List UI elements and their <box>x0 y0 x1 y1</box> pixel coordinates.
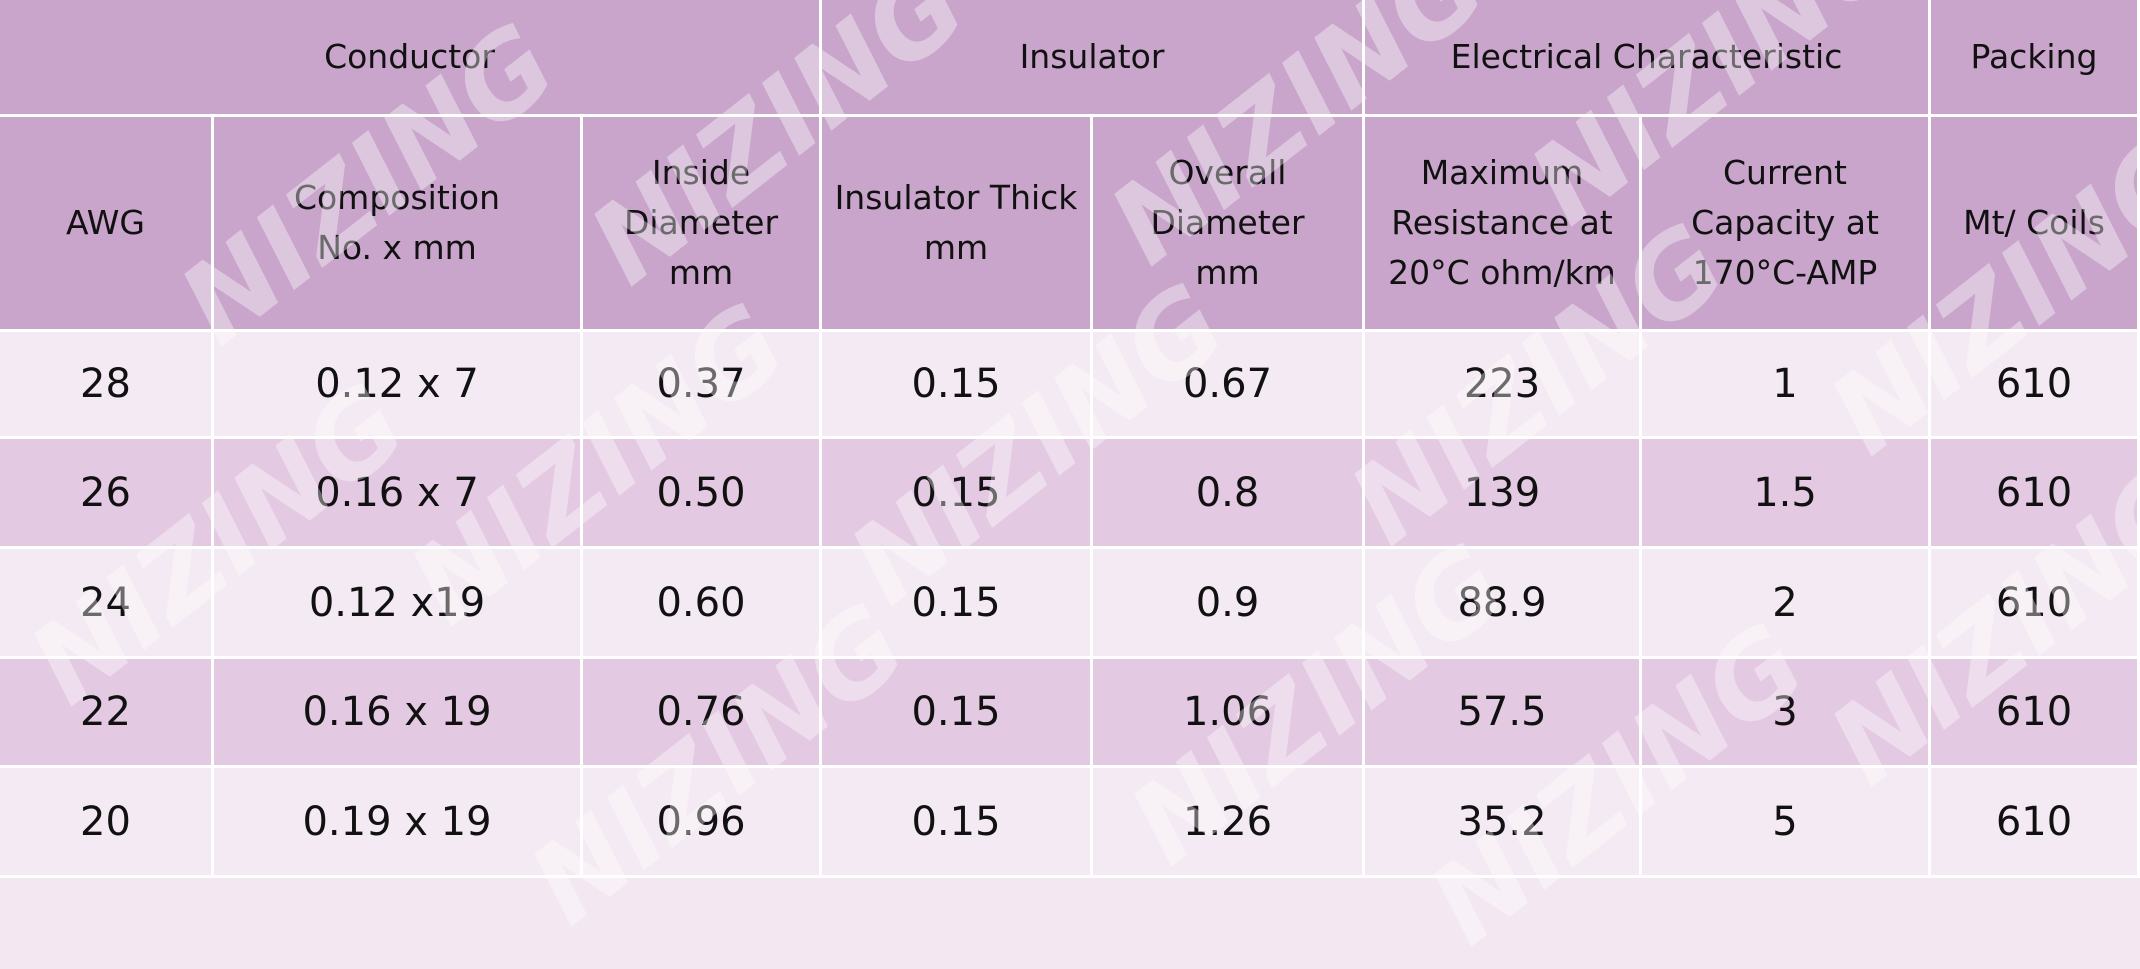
column-header: Insulator Thick mm <box>822 117 1093 332</box>
page: Conductor Insulator Electrical Characteris… <box>0 0 2140 878</box>
table-cell: 0.15 <box>822 549 1093 659</box>
table-cell: 0.50 <box>583 439 822 549</box>
table-cell: 24 <box>0 549 214 659</box>
group-header: Electrical Characteristic <box>1365 0 1931 117</box>
table-cell: 3 <box>1642 659 1931 768</box>
table-cell: 5 <box>1642 768 1931 878</box>
table-cell: 0.15 <box>822 332 1093 439</box>
table-cell: 57.5 <box>1365 659 1642 768</box>
table-cell: 20 <box>0 768 214 878</box>
table-cell: 22 <box>0 659 214 768</box>
table-cell: 610 <box>1931 439 2140 549</box>
column-header: AWG <box>0 117 214 332</box>
column-header: Mt/ Coils <box>1931 117 2140 332</box>
table-cell: 26 <box>0 439 214 549</box>
table-cell: 0.15 <box>822 659 1093 768</box>
table-cell: 0.8 <box>1093 439 1365 549</box>
table-cell: 0.16 x 19 <box>214 659 583 768</box>
table-cell: 0.96 <box>583 768 822 878</box>
table-cell: 1 <box>1642 332 1931 439</box>
table-cell: 28 <box>0 332 214 439</box>
column-header: Overall Diameter mm <box>1093 117 1365 332</box>
table-cell: 0.67 <box>1093 332 1365 439</box>
table-cell: 0.76 <box>583 659 822 768</box>
table-cell: 610 <box>1931 332 2140 439</box>
table-cell: 2 <box>1642 549 1931 659</box>
column-header: Maximum Resistance at 20°C ohm/km <box>1365 117 1642 332</box>
table-cell: 1.26 <box>1093 768 1365 878</box>
group-header: Insulator <box>822 0 1365 117</box>
table-cell: 610 <box>1931 659 2140 768</box>
group-header: Packing <box>1931 0 2140 117</box>
column-header: Inside Diameter mm <box>583 117 822 332</box>
column-header: Composition No. x mm <box>214 117 583 332</box>
table-cell: 0.60 <box>583 549 822 659</box>
table-cell: 1.06 <box>1093 659 1365 768</box>
table-cell: 0.12 x 7 <box>214 332 583 439</box>
table-cell: 139 <box>1365 439 1642 549</box>
table-cell: 1.5 <box>1642 439 1931 549</box>
table-cell: 35.2 <box>1365 768 1642 878</box>
table-cell: 88.9 <box>1365 549 1642 659</box>
table-cell: 0.12 x19 <box>214 549 583 659</box>
table-cell: 0.16 x 7 <box>214 439 583 549</box>
table-cell: 610 <box>1931 549 2140 659</box>
table-cell: 0.9 <box>1093 549 1365 659</box>
table-cell: 223 <box>1365 332 1642 439</box>
group-header: Conductor <box>0 0 822 117</box>
table-cell: 0.15 <box>822 439 1093 549</box>
table-cell: 0.37 <box>583 332 822 439</box>
column-header: Current Capacity at 170°C-AMP <box>1642 117 1931 332</box>
table-cell: 0.19 x 19 <box>214 768 583 878</box>
table-cell: 610 <box>1931 768 2140 878</box>
table-cell: 0.15 <box>822 768 1093 878</box>
